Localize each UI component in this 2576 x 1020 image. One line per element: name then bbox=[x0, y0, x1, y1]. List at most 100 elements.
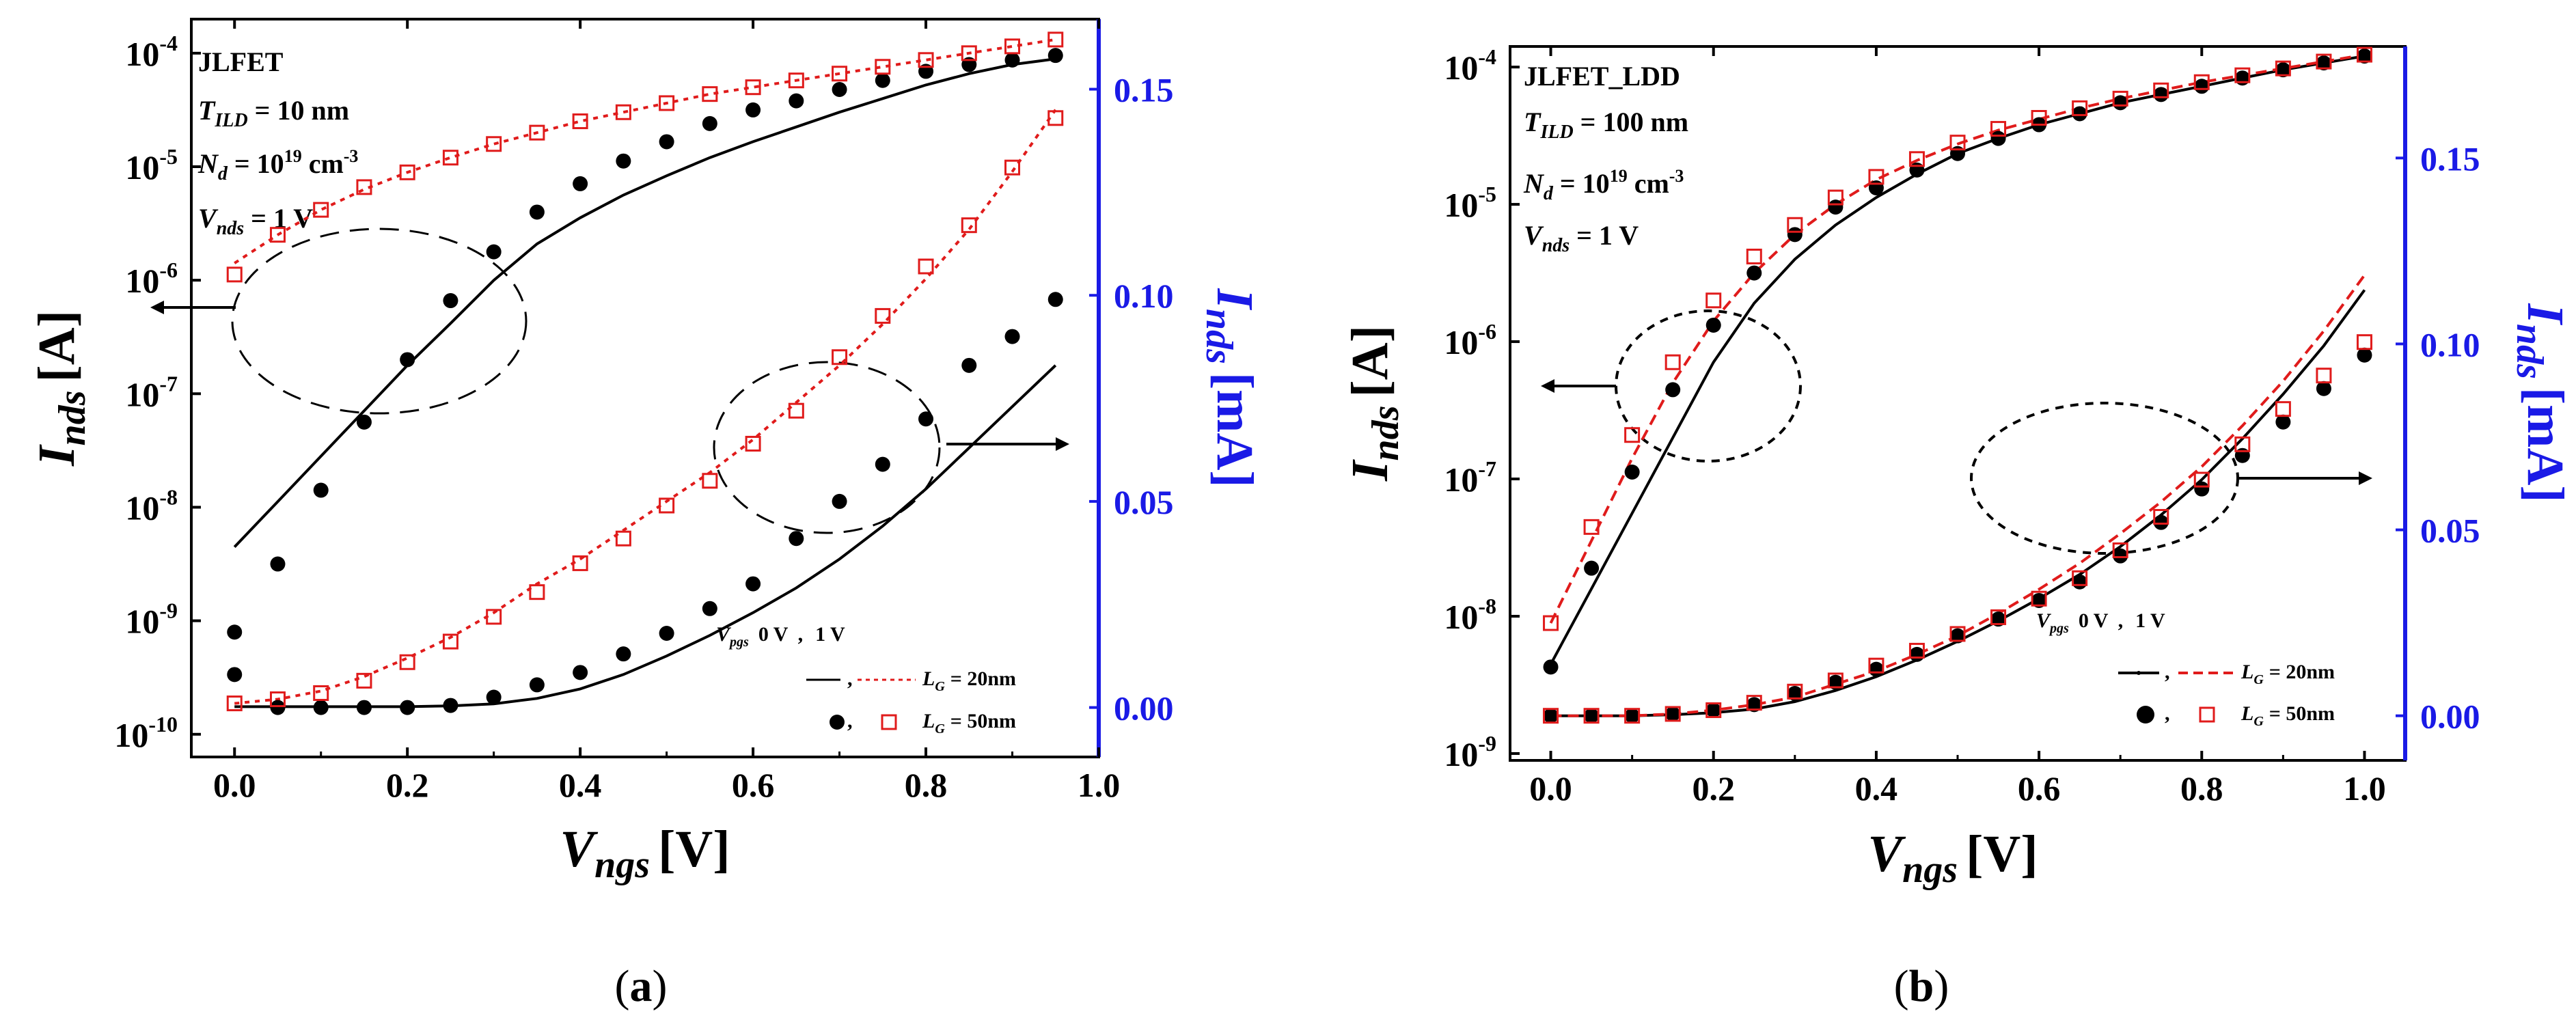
x-tick-label: 0.0 bbox=[1529, 769, 1572, 808]
y2-axis-label-a: Inds[mA] bbox=[1198, 288, 1263, 487]
panel-a: 0.0 0.2 0.4 0.6 0.8 1.0 10-10 10-9 10-8 10-7 10-6 1… bbox=[28, 18, 1263, 1011]
series-4-point bbox=[313, 202, 329, 218]
y-tick-label: 10-8 bbox=[1444, 594, 1496, 636]
y2-tick-label: 0.10 bbox=[1114, 277, 1174, 315]
series-4-point bbox=[269, 227, 286, 243]
series-8-point bbox=[442, 633, 458, 650]
annotation-nd-a: Nd = 1019 cm-3 bbox=[197, 146, 358, 184]
series-3-point bbox=[832, 82, 847, 98]
series-4-point bbox=[1746, 248, 1762, 264]
series-7-point bbox=[1047, 292, 1063, 307]
series-7-point bbox=[486, 689, 502, 705]
series-3-point bbox=[1624, 464, 1640, 480]
series-3-point bbox=[529, 204, 545, 220]
annotation-vnds-b: Vnds = 1 V bbox=[1524, 220, 1639, 256]
y-tick-label: 10-8 bbox=[125, 484, 178, 527]
legend-lg20-b: LG = 20nm bbox=[2241, 661, 2335, 687]
y-tick-label: 10-9 bbox=[125, 598, 178, 641]
series-4-point bbox=[486, 136, 502, 152]
series-3-point bbox=[1909, 162, 1925, 178]
series-8-point bbox=[1004, 159, 1021, 176]
series-8-point bbox=[745, 435, 761, 452]
y2-tick-label: 0.05 bbox=[2420, 512, 2480, 550]
series-8-point bbox=[1990, 609, 2007, 625]
device-name-b: JLFET_LDD bbox=[1524, 61, 1680, 92]
series-7-point bbox=[2113, 548, 2128, 564]
series-4-point bbox=[1583, 519, 1600, 535]
series-7-point bbox=[2275, 414, 2291, 430]
data-marks-b bbox=[1543, 46, 2372, 724]
series-4-point bbox=[788, 72, 804, 89]
y2-axis-label-b: Inds[mA] bbox=[2508, 303, 2574, 502]
series-3-point bbox=[2234, 70, 2250, 86]
series-8-point bbox=[1543, 708, 1559, 724]
series-7-point bbox=[659, 625, 674, 641]
series-3-point bbox=[875, 72, 890, 88]
series-4-point bbox=[2316, 53, 2332, 70]
series-7-point bbox=[1950, 628, 1965, 644]
series-3-point bbox=[573, 176, 588, 191]
series-8-point bbox=[788, 402, 804, 419]
series-3-point bbox=[2113, 95, 2128, 111]
series-4-point bbox=[702, 86, 718, 102]
y-tick-label: 10-7 bbox=[1444, 456, 1496, 499]
series-8-point bbox=[2316, 368, 2332, 384]
axis-ticks-a: 0.0 0.2 0.4 0.6 0.8 1.0 10-10 10-9 10-8 10-7 10-6 1… bbox=[114, 19, 1174, 804]
device-name-a: JLFET bbox=[198, 46, 284, 77]
series-7-point bbox=[832, 493, 847, 509]
series-4-point bbox=[1664, 354, 1681, 370]
series-8-point bbox=[2275, 401, 2291, 417]
series-7-point bbox=[1828, 674, 1844, 690]
series-7-point bbox=[1584, 708, 1600, 723]
series-3-point bbox=[2275, 62, 2291, 78]
series-4-point bbox=[2072, 100, 2088, 116]
series-7-point bbox=[1909, 646, 1925, 662]
series-4-point bbox=[1047, 31, 1064, 48]
series-4-point bbox=[832, 66, 848, 82]
series-4-point bbox=[2031, 110, 2047, 126]
series-3-point bbox=[789, 93, 804, 109]
series-4-point bbox=[1949, 135, 1966, 151]
series-4-point bbox=[745, 79, 761, 96]
series-7-point bbox=[573, 665, 588, 680]
series-4-point bbox=[1705, 292, 1722, 309]
series-3-point bbox=[356, 414, 372, 430]
plot-frame-a bbox=[190, 18, 1100, 758]
y2-tick-label: 0.15 bbox=[2420, 139, 2480, 178]
series-3-point bbox=[1543, 659, 1559, 675]
series-4-point bbox=[399, 164, 415, 180]
series-8-point bbox=[702, 473, 718, 489]
series-4-point bbox=[1543, 615, 1559, 631]
series-8-point bbox=[615, 530, 631, 547]
panel-caption-a: (a) bbox=[615, 961, 668, 1011]
arrow-left-b bbox=[1541, 379, 1616, 393]
series-3-point bbox=[2153, 87, 2169, 102]
series-4-point bbox=[1004, 38, 1021, 55]
x-tick-label: 0.4 bbox=[559, 766, 602, 804]
series-3-point bbox=[1665, 382, 1681, 398]
series-8-point bbox=[1827, 672, 1844, 689]
series-4-point bbox=[2193, 74, 2210, 90]
series-4-point bbox=[226, 266, 243, 283]
series-8-point bbox=[2153, 509, 2169, 525]
legend-a: Vpgs 0 V,1 V , LG = 20nm , LG = 50nm bbox=[716, 623, 1016, 736]
series-7-point bbox=[1868, 661, 1884, 677]
series-7-point bbox=[443, 698, 458, 713]
series-3-point bbox=[1868, 180, 1884, 195]
series-3-point bbox=[443, 293, 458, 309]
x-axis-label-b: Vngs [V] bbox=[1867, 825, 2038, 891]
series-7-point bbox=[616, 646, 631, 662]
series-8-point bbox=[1664, 706, 1681, 722]
panel-caption-b: (b) bbox=[1894, 961, 1949, 1011]
series-8-point bbox=[1746, 695, 1762, 711]
series-7-point bbox=[270, 700, 286, 715]
series-4-point bbox=[2356, 46, 2372, 63]
series-8-point bbox=[918, 258, 934, 275]
series-3-point bbox=[616, 153, 631, 169]
y-axis-label-a: Inds[A] bbox=[28, 310, 94, 467]
series-4-point bbox=[572, 113, 588, 130]
arrow-left-a bbox=[150, 301, 236, 314]
series-7-point bbox=[2194, 481, 2210, 497]
y-tick-label: 10-6 bbox=[125, 258, 178, 300]
panel-b: 0.0 0.2 0.4 0.6 0.8 1.0 10-9 10-8 10-7 10-6 10-5 10… bbox=[1341, 44, 2574, 1011]
